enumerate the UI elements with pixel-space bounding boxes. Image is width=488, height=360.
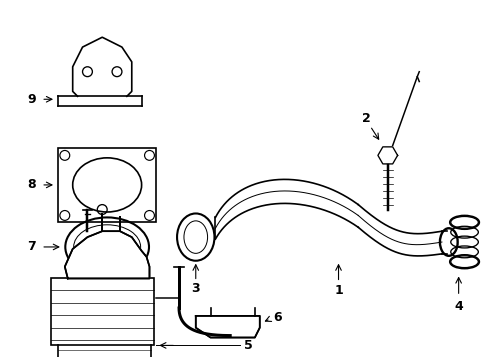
Text: 6: 6 (273, 311, 281, 324)
Polygon shape (65, 231, 149, 278)
Text: 8: 8 (27, 179, 36, 192)
Text: 2: 2 (361, 112, 370, 125)
Text: 3: 3 (191, 282, 200, 295)
Polygon shape (377, 147, 397, 164)
Bar (58, 148, 156, 222)
Text: 9: 9 (27, 93, 36, 106)
Text: 5: 5 (243, 339, 252, 352)
Text: 7: 7 (27, 240, 36, 253)
Polygon shape (195, 316, 259, 338)
Bar (51, 278, 154, 345)
Text: 1: 1 (333, 284, 342, 297)
Text: 4: 4 (453, 300, 462, 312)
